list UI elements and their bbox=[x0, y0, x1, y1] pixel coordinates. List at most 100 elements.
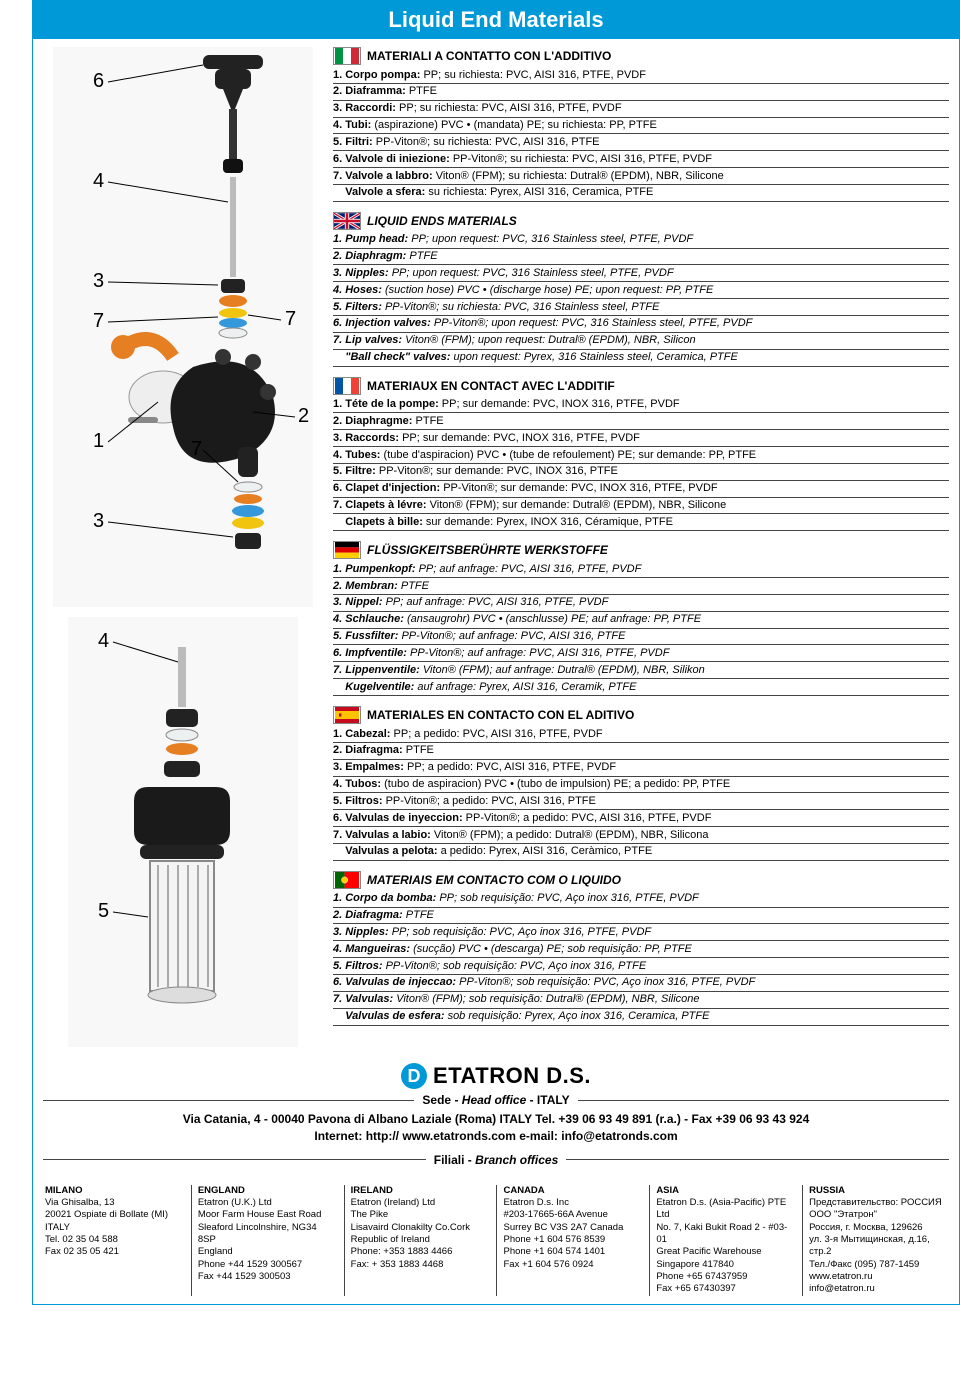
material-line: Kugelventile: auf anfrage: Pyrex, AISI 3… bbox=[333, 679, 949, 696]
svg-text:7: 7 bbox=[93, 310, 104, 332]
branch-office: ENGLANDEtatron (U.K.) LtdMoor Farm House… bbox=[191, 1185, 336, 1296]
material-line: 3. Raccordi: PP; su richiesta: PVC, AISI… bbox=[333, 101, 949, 118]
material-line: 7. Clapets à lévre: Viton® (FPM); sur de… bbox=[333, 498, 949, 515]
material-line: 1. Corpo da bomba: PP; sob requisição: P… bbox=[333, 891, 949, 908]
branch-line: Tel. 02 35 04 588 bbox=[45, 1234, 183, 1246]
exploded-diagram-bottom: 4 bbox=[68, 617, 298, 1047]
material-line: 4. Tubes: (tube d'aspiracion) PVC • (tub… bbox=[333, 447, 949, 464]
branch-line: Phone +1 604 576 8539 bbox=[503, 1234, 641, 1246]
svg-text:5: 5 bbox=[98, 900, 109, 922]
page-frame: Liquid End Materials bbox=[32, 0, 960, 1305]
material-line: 6. Valvole di iniezione: PP-Viton®; su r… bbox=[333, 151, 949, 168]
material-line: 6. Injection valves: PP-Viton®; upon req… bbox=[333, 316, 949, 333]
material-line: 6. Valvulas de injeccao: PP-Viton®; sob … bbox=[333, 975, 949, 992]
address-line-1: Via Catania, 4 - 00040 Pavona di Albano … bbox=[43, 1111, 949, 1128]
svg-text:3: 3 bbox=[93, 510, 104, 532]
address-line-2: Internet: http:// www.etatronds.com e-ma… bbox=[43, 1128, 949, 1145]
branch-line: Moor Farm House East Road bbox=[198, 1209, 336, 1221]
material-line: 3. Empalmes: PP; a pedido: PVC, AISI 316… bbox=[333, 760, 949, 777]
diagram-column: 6 4 3 7 7 2 1 7 3 bbox=[43, 47, 323, 1047]
branch-line: Great Pacific Warehouse bbox=[656, 1246, 794, 1258]
material-line: 1. Pumpenkopf: PP; auf anfrage: PVC, AIS… bbox=[333, 561, 949, 578]
branch-line: Sleaford Lincolnshire, NG34 8SP bbox=[198, 1222, 336, 1247]
branch-line: 20021 Ospiate di Bollate (MI) bbox=[45, 1209, 183, 1221]
language-block-fr: MATERIAUX EN CONTACT AVEC L'ADDITIF1. Té… bbox=[333, 377, 949, 532]
branch-line: info@etatron.ru bbox=[809, 1283, 947, 1295]
branch-line: Phone: +353 1883 4466 bbox=[351, 1246, 489, 1258]
svg-text:6: 6 bbox=[93, 70, 104, 92]
branch-name: ENGLAND bbox=[198, 1185, 336, 1197]
branch-line: ул. 3-я Мытищинская, д.16, стр.2 bbox=[809, 1234, 947, 1259]
material-line: 5. Filtri: PP-Viton®; su richiesta: PVC,… bbox=[333, 134, 949, 151]
branch-line: #203-17665-66A Avenue bbox=[503, 1209, 641, 1221]
material-line: 2. Diaphragme: PTFE bbox=[333, 413, 949, 430]
branch-line: Fax +65 67430397 bbox=[656, 1283, 794, 1295]
svg-text:7: 7 bbox=[191, 438, 202, 460]
language-title: MATERIALI A CONTATTO CON L'ADDITIVO bbox=[367, 49, 611, 63]
flag-de-icon bbox=[333, 541, 361, 559]
head-office-label: Sede - Head office - ITALY bbox=[422, 1093, 569, 1107]
svg-text:4: 4 bbox=[93, 170, 104, 192]
language-block-pt: MATERIAIS EM CONTACTO COM O LIQUIDO1. Co… bbox=[333, 871, 949, 1026]
exploded-diagram-top: 6 4 3 7 7 2 1 7 3 bbox=[53, 47, 313, 607]
language-block-it: MATERIALI A CONTATTO CON L'ADDITIVO 1. Co… bbox=[333, 47, 949, 202]
svg-text:2: 2 bbox=[298, 405, 309, 427]
branch-office: MILANOVia Ghisalba, 1320021 Ospiate di B… bbox=[45, 1185, 183, 1296]
branch-line: Fax +1 604 576 0924 bbox=[503, 1259, 641, 1271]
branch-name: MILANO bbox=[45, 1185, 183, 1197]
branch-line: Phone +65 67437959 bbox=[656, 1271, 794, 1283]
material-line: 2. Membran: PTFE bbox=[333, 578, 949, 595]
svg-text:3: 3 bbox=[93, 270, 104, 292]
branch-line: ITALY bbox=[45, 1222, 183, 1234]
branch-line: Via Ghisalba, 13 bbox=[45, 1197, 183, 1209]
material-line: 5. Fussfilter: PP-Viton®; auf anfrage: P… bbox=[333, 629, 949, 646]
material-line: 3. Nipples: PP; sob requisição: PVC, Aço… bbox=[333, 924, 949, 941]
flag-fr-icon bbox=[333, 377, 361, 395]
material-line: 7. Valvulas: Viton® (FPM); sob requisiçã… bbox=[333, 992, 949, 1009]
language-title: MATERIAUX EN CONTACT AVEC L'ADDITIF bbox=[367, 379, 615, 393]
material-line: 4. Mangueiras: (sucção) PVC • (descarga)… bbox=[333, 941, 949, 958]
branch-name: ASIA bbox=[656, 1185, 794, 1197]
svg-text:1: 1 bbox=[93, 430, 104, 452]
material-line: 5. Filtre: PP-Viton®; sur demande: PVC, … bbox=[333, 464, 949, 481]
branch-line: ООО "Этатрон" bbox=[809, 1209, 947, 1221]
flag-pt-icon bbox=[333, 871, 361, 889]
branch-line: England bbox=[198, 1246, 336, 1258]
branch-line: Fax 02 35 05 421 bbox=[45, 1246, 183, 1258]
material-line: 6. Impfventile: PP-Viton®; auf anfrage: … bbox=[333, 645, 949, 662]
branch-name: IRELAND bbox=[351, 1185, 489, 1197]
language-title: FLÜSSIGKEITSBERÜHRTE WERKSTOFFE bbox=[367, 543, 608, 557]
branch-office: CANADAEtatron D.s. Inc#203-17665-66A Ave… bbox=[496, 1185, 641, 1296]
branch-line: Singapore 417840 bbox=[656, 1259, 794, 1271]
branch-line: Phone +44 1529 300567 bbox=[198, 1259, 336, 1271]
branch-line: www.etatron.ru bbox=[809, 1271, 947, 1283]
svg-text:7: 7 bbox=[285, 308, 296, 330]
flag-gb-icon bbox=[333, 212, 361, 230]
material-line: 2. Diaphragm: PTFE bbox=[333, 249, 949, 266]
material-line: "Ball check" valves: upon request: Pyrex… bbox=[333, 350, 949, 367]
material-line: 7. Valvole a labbro: Viton® (FPM); su ri… bbox=[333, 168, 949, 185]
branch-office: IRELANDEtatron (Ireland) LtdThe PikeLisa… bbox=[344, 1185, 489, 1296]
languages-column: MATERIALI A CONTATTO CON L'ADDITIVO 1. Co… bbox=[323, 47, 949, 1047]
material-line: 5. Filters: PP-Viton®; su richiesta: PVC… bbox=[333, 299, 949, 316]
brand-logo-icon: D bbox=[401, 1063, 427, 1089]
language-block-es: MATERIALES EN CONTACTO CON EL ADITIVO 1. … bbox=[333, 706, 949, 861]
flag-es-icon bbox=[333, 706, 361, 724]
language-title: MATERIALES EN CONTACTO CON EL ADITIVO bbox=[367, 708, 634, 722]
material-line: 3. Nipples: PP; upon request: PVC, 316 S… bbox=[333, 265, 949, 282]
material-line: Valvole a sfera: su richiesta: Pyrex, AI… bbox=[333, 185, 949, 202]
branch-line: Etatron (Ireland) Ltd bbox=[351, 1197, 489, 1209]
material-line: 4. Schlauche: (ansaugrohr) PVC • (anschl… bbox=[333, 612, 949, 629]
language-title: LIQUID ENDS MATERIALS bbox=[367, 214, 517, 228]
material-line: 3. Raccords: PP; sur demande: PVC, INOX … bbox=[333, 430, 949, 447]
branch-line: No. 7, Kaki Bukit Road 2 - #03-01 bbox=[656, 1222, 794, 1247]
branch-office: RUSSIAПредставительство: РОССИЯООО "Этат… bbox=[802, 1185, 947, 1296]
branch-office: ASIAEtatron D.s. (Asia-Pacific) PTE LtdN… bbox=[649, 1185, 794, 1296]
branch-line: Republic of Ireland bbox=[351, 1234, 489, 1246]
branch-line: Представительство: РОССИЯ bbox=[809, 1197, 947, 1209]
material-line: 2. Diaframma: PTFE bbox=[333, 84, 949, 101]
branch-line: Etatron D.s. Inc bbox=[503, 1197, 641, 1209]
material-line: 1. Pump head: PP; upon request: PVC, 316… bbox=[333, 232, 949, 249]
material-line: 1. Corpo pompa: PP; su richiesta: PVC, A… bbox=[333, 67, 949, 84]
material-line: 1. Cabezal: PP; a pedido: PVC, AISI 316,… bbox=[333, 726, 949, 743]
